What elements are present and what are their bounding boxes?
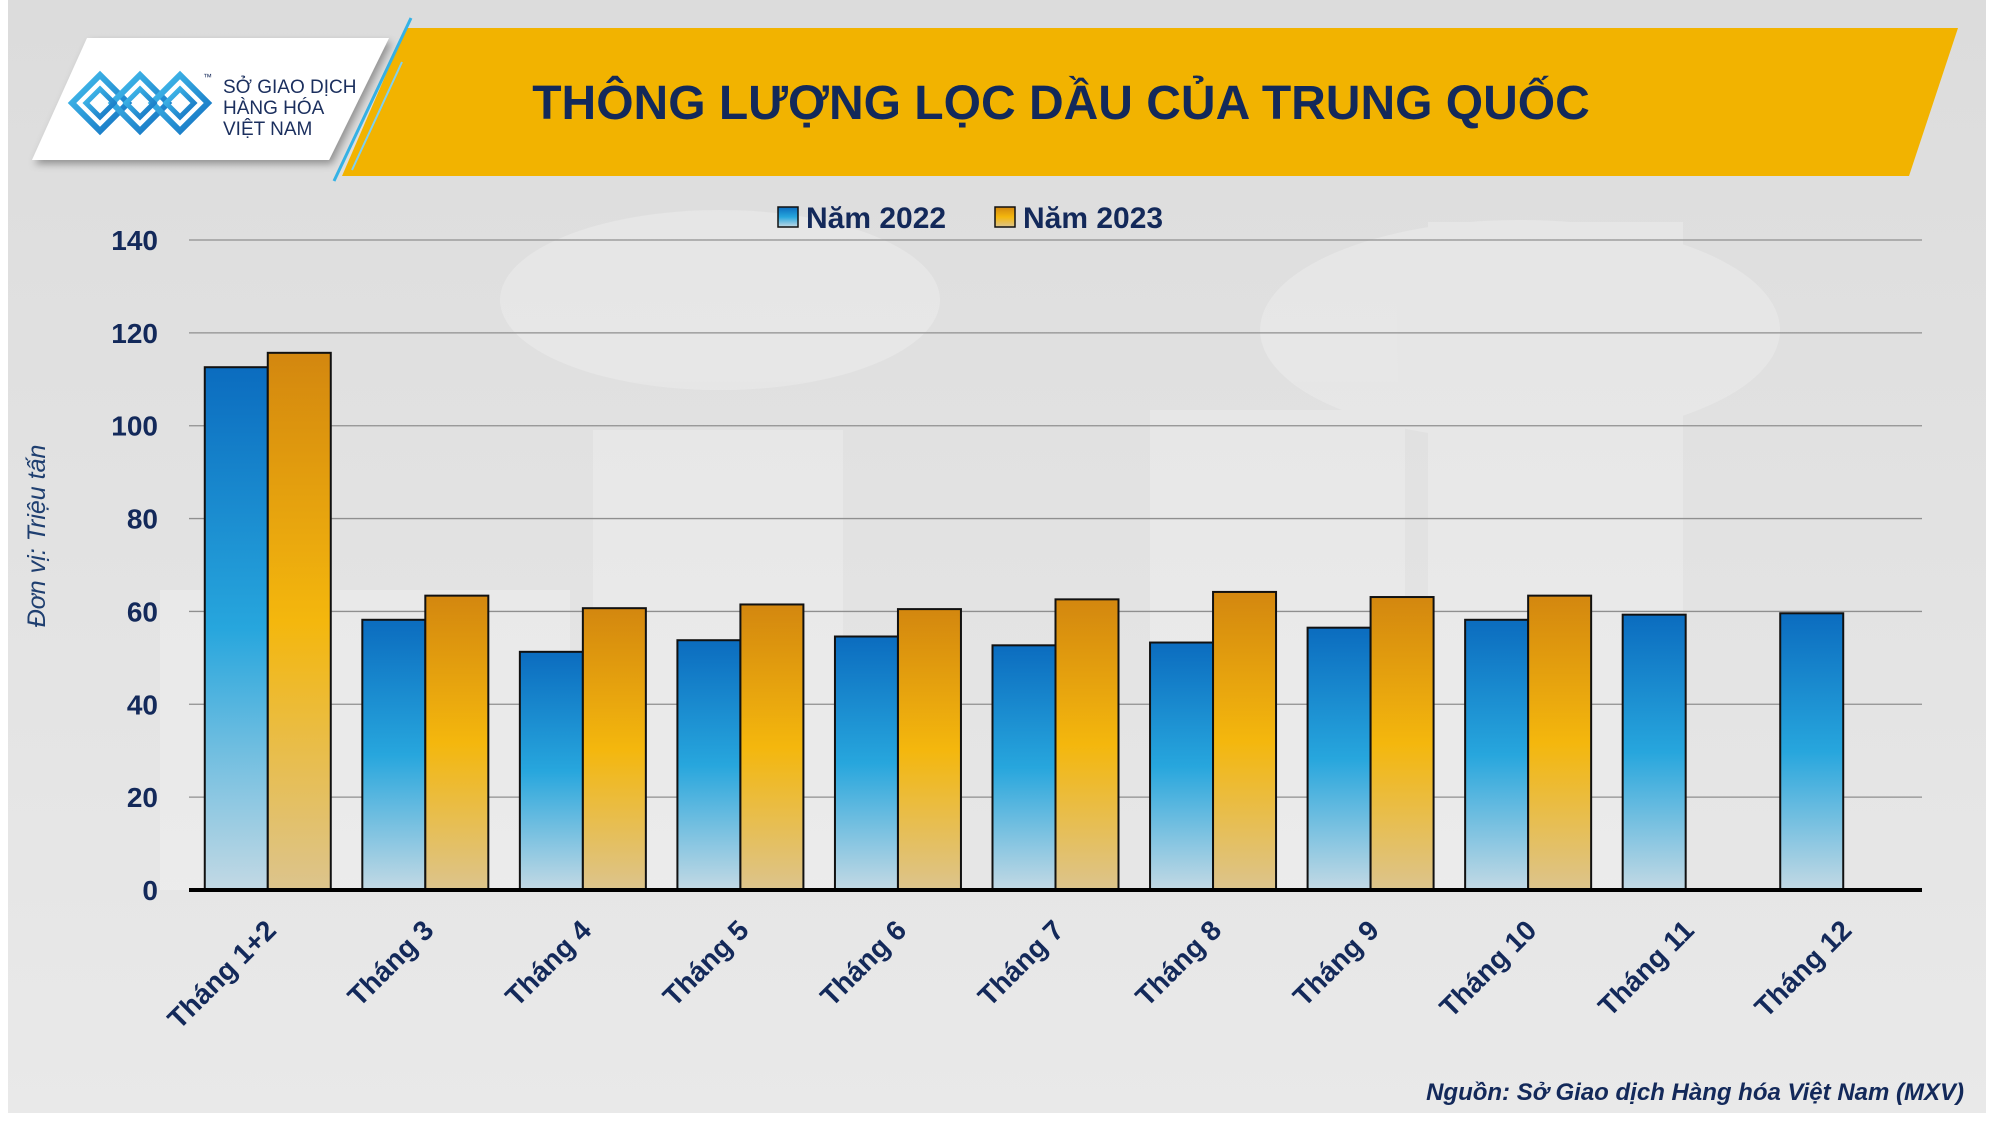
y-tick-label-60: 60 <box>127 596 158 627</box>
brand-logo: ™ SỞ GIAO DỊCH HÀNG HÓA VIỆT NAM <box>32 38 389 160</box>
y-axis-label: Đơn vị: Triệu tấn <box>23 445 51 628</box>
logo-diamond-shape <box>162 85 198 121</box>
bar-nam-2022-thang-8 <box>1149 641 1215 891</box>
title-banner <box>342 28 1958 176</box>
bar-nam-2022-thang-6 <box>833 635 899 891</box>
bar-nam-2023-thang-7 <box>1054 598 1120 891</box>
y-axis-ticks: 0 20 40 60 80 100 120 140 <box>111 225 158 906</box>
legend-swatch-2023 <box>994 206 1016 228</box>
page-title: THÔNG LƯỢNG LỌC DẦU CỦA TRUNG QUỐC <box>532 75 1590 130</box>
background-map-shape <box>500 210 940 390</box>
bar-nam-2022-thang-1-2 <box>203 366 269 891</box>
bar-nam-2022-thang-10 <box>1464 618 1530 891</box>
bar-nam-2023-thang-8 <box>1212 590 1278 892</box>
legend-label-2022: Năm 2022 <box>806 202 946 235</box>
bar-nam-2022-thang-11 <box>1621 613 1687 892</box>
background-panel <box>8 0 1986 1113</box>
y-tick-label-120: 120 <box>111 318 158 349</box>
bar-nam-2023-thang-9 <box>1369 596 1435 891</box>
y-tick-label-40: 40 <box>127 689 158 720</box>
y-tick-label-0: 0 <box>142 875 158 906</box>
y-tick-label-100: 100 <box>111 411 158 442</box>
logo-diamond-shape <box>147 70 213 136</box>
mxv-logo-icon <box>67 70 213 136</box>
logo-text-line-2: HÀNG HÓA <box>223 97 325 119</box>
bar-nam-2022-thang-12 <box>1779 612 1845 891</box>
chart-legend: Năm 2022 Năm 2023 <box>777 202 1163 235</box>
logo-diamond-shape <box>122 85 158 121</box>
bar-nam-2023-thang-6 <box>896 608 962 891</box>
bar-nam-2023-thang-1-2 <box>266 351 332 892</box>
bar-nam-2022-thang-3 <box>361 618 427 891</box>
y-tick-label-20: 20 <box>127 782 158 813</box>
decorative-line <box>332 17 413 182</box>
source-note: Nguồn: Sở Giao dịch Hàng hóa Việt Nam (M… <box>1426 1079 1964 1106</box>
legend-label-2023: Năm 2023 <box>1023 202 1163 235</box>
bars <box>203 351 1845 892</box>
bar-nam-2023-thang-4 <box>581 607 647 892</box>
legend-swatch-2022 <box>777 206 799 228</box>
bar-nam-2022-thang-9 <box>1306 626 1372 892</box>
y-tick-label-140: 140 <box>111 225 158 256</box>
bar-nam-2022-thang-4 <box>518 650 584 891</box>
bar-nam-2023-thang-3 <box>424 594 490 892</box>
bar-nam-2023-thang-5 <box>739 603 805 891</box>
logo-text-line-1: SỞ GIAO DỊCH <box>223 76 356 98</box>
bar-nam-2022-thang-5 <box>676 639 742 892</box>
logo-trademark: ™ <box>203 72 212 82</box>
logo-text-line-3: VIỆT NAM <box>223 118 312 140</box>
logo-diamond-shape <box>82 85 118 121</box>
bar-nam-2023-thang-10 <box>1527 594 1593 892</box>
bar-nam-2022-thang-7 <box>991 644 1057 891</box>
logo-box <box>32 38 389 160</box>
y-tick-label-80: 80 <box>127 504 158 535</box>
decorative-line <box>351 61 403 171</box>
background-map-shape <box>1260 220 1780 440</box>
